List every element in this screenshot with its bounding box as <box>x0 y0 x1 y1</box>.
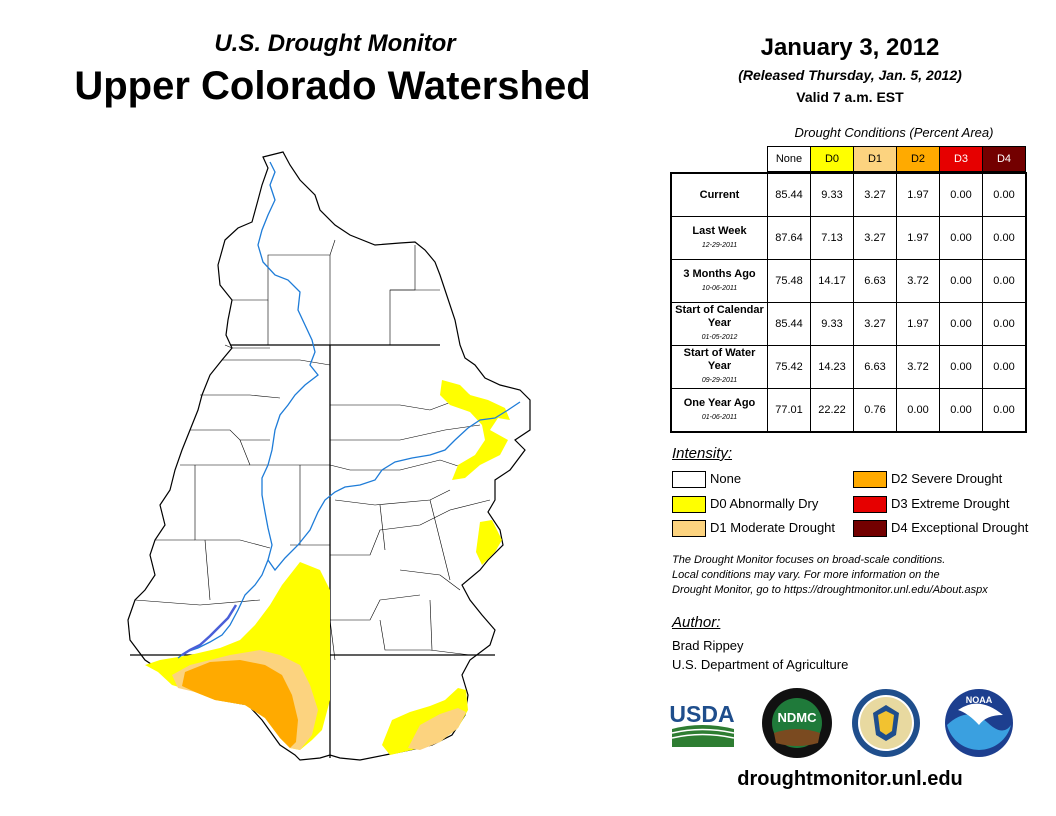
lake-powell <box>181 604 238 657</box>
map-date: January 3, 2012 <box>760 34 940 61</box>
commerce-seal-logo <box>852 689 920 757</box>
map-subtitle: U.S. Drought Monitor <box>214 30 456 57</box>
ndmc-logo: NDMC <box>762 688 832 758</box>
d0-area-southeast <box>382 688 468 755</box>
row-label: Last Week 12-29-2011 <box>670 216 768 260</box>
legend-swatch <box>672 496 706 513</box>
table-cell: 1.97 <box>896 172 940 217</box>
author-organization: U.S. Department of Agriculture <box>672 657 849 672</box>
row-label: One Year Ago 01-06-2011 <box>670 388 768 433</box>
watershed-map <box>127 151 531 761</box>
table-cell: 7.13 <box>810 216 854 260</box>
table-cell: 75.42 <box>767 345 811 389</box>
valid-time: Valid 7 a.m. EST <box>796 89 904 105</box>
table-cell: 0.00 <box>896 388 940 433</box>
table-cell: 0.00 <box>939 302 983 346</box>
noaa-logo: NOAA <box>945 689 1013 757</box>
col-d2: D2 <box>896 146 940 172</box>
table-cell: 9.33 <box>810 302 854 346</box>
table-cell: 0.00 <box>939 388 983 433</box>
table-cell: 75.48 <box>767 259 811 303</box>
map-title: Upper Colorado Watershed <box>74 64 591 108</box>
table-cell: 22.22 <box>810 388 854 433</box>
col-d3: D3 <box>939 146 983 172</box>
table-cell: 3.27 <box>853 216 897 260</box>
table-cell: 1.97 <box>896 216 940 260</box>
table-cell: 0.00 <box>982 172 1027 217</box>
table-row: Start of Water Year 09-29-2011 75.42 14.2… <box>670 345 1027 389</box>
row-label: Start of Calendar Year 01-05-2012 <box>670 302 768 346</box>
legend-swatch <box>853 520 887 537</box>
logos: USDA NDMC NOAA <box>669 688 1013 758</box>
svg-text:NOAA: NOAA <box>966 695 993 705</box>
table-cell: 0.76 <box>853 388 897 433</box>
table-cell: 9.33 <box>810 172 854 217</box>
table-cell: 85.44 <box>767 302 811 346</box>
disclaimer-note: The Drought Monitor focuses on broad-sca… <box>672 554 988 596</box>
table-cell: 1.97 <box>896 302 940 346</box>
row-label: 3 Months Ago 10-06-2011 <box>670 259 768 303</box>
table-row: Start of Calendar Year 01-05-2012 85.44 9… <box>670 302 1027 346</box>
table-cell: 3.27 <box>853 172 897 217</box>
author-name: Brad Rippey <box>672 638 744 653</box>
table-row: Last Week 12-29-2011 87.64 7.13 3.27 1.97… <box>670 216 1027 260</box>
table-cell: 77.01 <box>767 388 811 433</box>
website-link[interactable]: droughtmonitor.unl.edu <box>737 768 963 790</box>
table-cell: 0.00 <box>982 345 1027 389</box>
table-cell: 0.00 <box>982 216 1027 260</box>
col-none: None <box>767 146 811 172</box>
row-label: Current <box>670 172 768 217</box>
table-cell: 3.27 <box>853 302 897 346</box>
legend-swatch <box>672 471 706 488</box>
d1-area-southeast <box>408 708 466 750</box>
release-date: (Released Thursday, Jan. 5, 2012) <box>738 67 962 83</box>
legend-swatch <box>672 520 706 537</box>
table-row: Current 85.44 9.33 3.27 1.97 0.00 0.00 <box>670 172 1027 217</box>
col-d1: D1 <box>853 146 897 172</box>
table-cell: 0.00 <box>982 259 1027 303</box>
author-heading: Author: <box>672 614 721 631</box>
rivers <box>177 161 521 659</box>
svg-text:USDA: USDA <box>669 701 734 727</box>
legend-swatch <box>853 496 887 513</box>
conditions-table: Current 85.44 9.33 3.27 1.97 0.00 0.00 L… <box>670 172 1027 433</box>
table-cell: 0.00 <box>982 388 1027 433</box>
col-d0: D0 <box>810 146 854 172</box>
d0-area-east <box>476 520 502 565</box>
table-cell: 3.72 <box>896 345 940 389</box>
colorado-river <box>267 401 521 572</box>
table-cell: 0.00 <box>939 345 983 389</box>
drought-areas <box>145 380 510 755</box>
table-cell: 3.72 <box>896 259 940 303</box>
conditions-header: None D0 D1 D2 D3 D4 <box>767 146 1026 172</box>
svg-text:NDMC: NDMC <box>778 710 818 725</box>
row-label: Start of Water Year 09-29-2011 <box>670 345 768 389</box>
table-cell: 85.44 <box>767 172 811 217</box>
table-cell: 6.63 <box>853 259 897 303</box>
legend-title: Intensity: <box>672 445 733 462</box>
green-river <box>177 161 319 659</box>
usda-logo: USDA <box>669 701 735 747</box>
d0-area-northeast <box>440 380 510 480</box>
conditions-title: Drought Conditions (Percent Area) <box>794 125 994 140</box>
table-cell: 6.63 <box>853 345 897 389</box>
table-cell: 0.00 <box>939 172 983 217</box>
table-row: One Year Ago 01-06-2011 77.01 22.22 0.76 … <box>670 388 1027 433</box>
legend-swatch <box>853 471 887 488</box>
table-cell: 0.00 <box>939 259 983 303</box>
table-cell: 14.17 <box>810 259 854 303</box>
table-cell: 0.00 <box>982 302 1027 346</box>
table-cell: 0.00 <box>939 216 983 260</box>
table-cell: 14.23 <box>810 345 854 389</box>
table-row: 3 Months Ago 10-06-2011 75.48 14.17 6.63 … <box>670 259 1027 303</box>
table-cell: 87.64 <box>767 216 811 260</box>
d2-area-southwest <box>182 660 298 748</box>
col-d4: D4 <box>982 146 1026 172</box>
